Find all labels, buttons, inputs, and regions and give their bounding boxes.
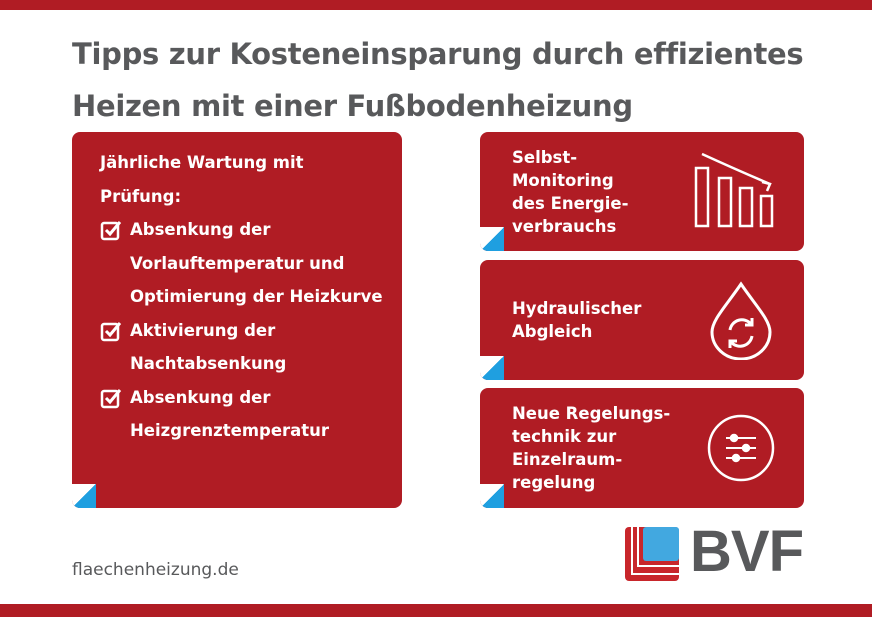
card-text: Neue Regelungs- [512, 404, 671, 423]
card-text: des Energie- [512, 193, 629, 213]
item-text: Vorlauftemperatur und [130, 253, 345, 273]
page-fold-corner [480, 356, 504, 380]
checklist-item: Absenkung der Heizgrenztemperatur [100, 381, 402, 448]
control-technology-card: Neue Regelungs-technik zur Einzelraum-reg… [480, 388, 804, 508]
water-drop-cycle-icon [710, 281, 772, 360]
checkbox-checked-icon [100, 321, 122, 341]
card-text: Selbst- [512, 147, 578, 167]
declining-bar-chart-icon [694, 152, 774, 227]
item-text: Absenkung der [130, 220, 271, 239]
title-line-1: Tipps zur Kosteneinsparung durch effizie… [72, 37, 804, 71]
item-text: Absenkung der [130, 387, 271, 407]
item-text: Heizgrenztemperatur [130, 421, 330, 440]
bvf-logo-text: BVF [690, 519, 804, 584]
card-text: Abgleich [512, 322, 593, 341]
bottom-bar [0, 604, 872, 617]
checklist-item: Aktivierung der Nachtabsenkung [100, 314, 402, 381]
bvf-logo-mark [625, 527, 679, 581]
checklist-item: Absenkung der Vorlauftemperatur und Optimi… [100, 213, 402, 314]
checkbox-checked-icon [100, 388, 122, 408]
sliders-icon [707, 414, 775, 482]
maintenance-card: Jährliche Wartung mit Prüfung: Absenkung… [72, 132, 402, 508]
monitoring-card: Selbst- Monitoring des Energie-verbrauchs [480, 132, 804, 251]
hydraulic-card: Hydraulischer Abgleich [480, 260, 804, 380]
item-text: Optimierung der Heizkurve [130, 287, 383, 306]
card-heading: Prüfung: [100, 186, 182, 206]
card-text: Hydraulischer [512, 299, 642, 318]
item-text: Aktivierung der [130, 320, 276, 340]
page-fold-corner [480, 227, 504, 251]
page-fold-corner [480, 484, 504, 508]
page-title: Tipps zur Kosteneinsparung durch effizie… [72, 28, 852, 132]
item-text: Nachtabsenkung [130, 354, 287, 373]
top-bar [0, 0, 872, 10]
card-text: Monitoring [512, 170, 614, 190]
card-text: regelung [512, 473, 596, 492]
checkbox-checked-icon [100, 221, 122, 241]
page-fold-corner [72, 484, 96, 508]
website-link[interactable]: flaechenheizung.de [72, 560, 239, 580]
card-text: technik zur [512, 427, 617, 446]
card-text: verbrauchs [512, 216, 617, 236]
title-line-2: Heizen mit einer Fußbodenheizung [72, 89, 633, 123]
card-heading: Jährliche Wartung mit [100, 153, 304, 172]
card-text: Einzelraum- [512, 450, 623, 469]
